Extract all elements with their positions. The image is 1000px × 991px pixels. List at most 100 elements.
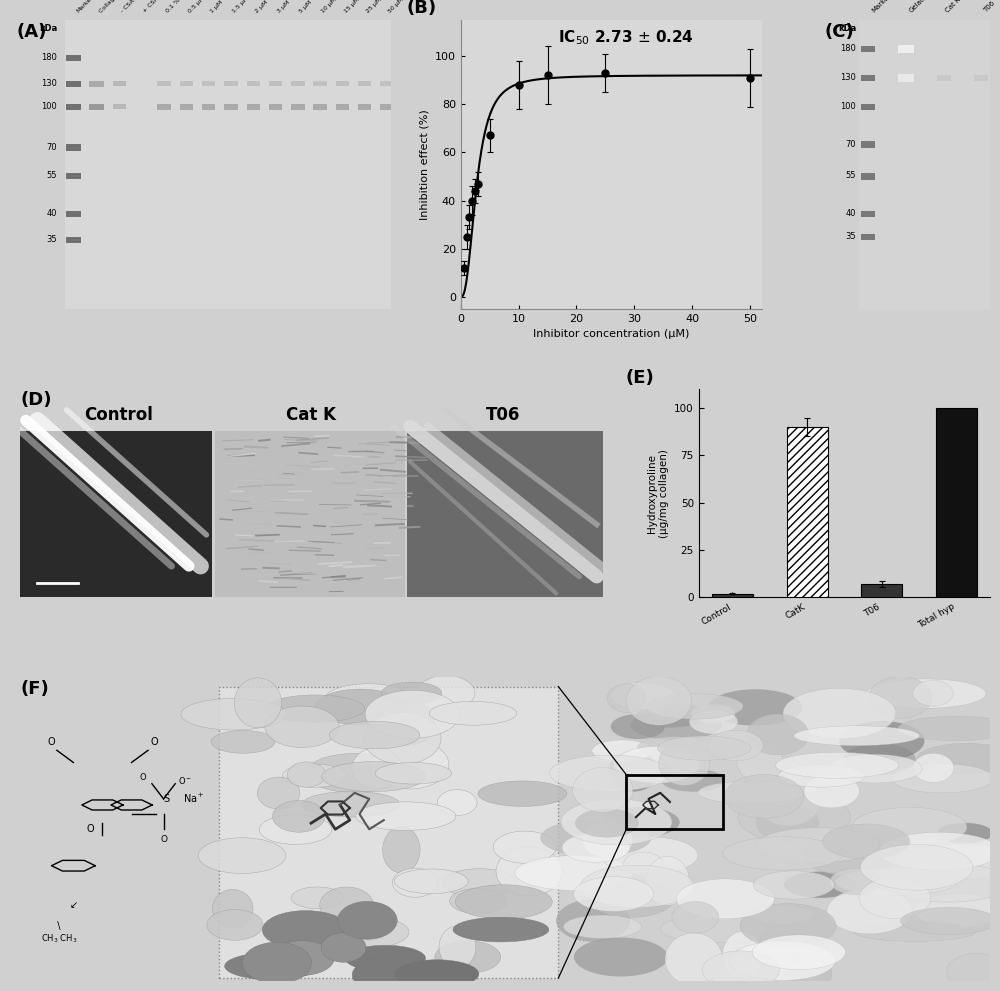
Bar — [336, 104, 349, 110]
Ellipse shape — [302, 792, 400, 817]
Ellipse shape — [891, 764, 993, 793]
Ellipse shape — [225, 952, 319, 980]
Bar — [407, 431, 603, 598]
Ellipse shape — [835, 868, 958, 895]
Ellipse shape — [371, 740, 449, 789]
Text: IC$_{50}$ 2.73 $\pm$ 0.24: IC$_{50}$ 2.73 $\pm$ 0.24 — [558, 29, 694, 48]
Text: kDa: kDa — [39, 24, 57, 33]
Bar — [861, 74, 875, 81]
Ellipse shape — [453, 918, 549, 941]
Ellipse shape — [659, 741, 710, 786]
Ellipse shape — [867, 679, 986, 709]
Ellipse shape — [365, 691, 460, 738]
Ellipse shape — [899, 844, 1000, 879]
Bar — [861, 104, 875, 110]
Bar — [202, 104, 215, 110]
Text: 1.5 μM: 1.5 μM — [232, 0, 250, 14]
Ellipse shape — [601, 836, 698, 874]
Ellipse shape — [730, 941, 835, 980]
Ellipse shape — [270, 940, 334, 975]
Bar — [269, 104, 282, 110]
Ellipse shape — [243, 942, 312, 983]
Ellipse shape — [689, 710, 738, 734]
Ellipse shape — [439, 926, 476, 968]
Bar — [157, 81, 171, 86]
Ellipse shape — [885, 863, 1000, 902]
Ellipse shape — [657, 736, 751, 760]
Ellipse shape — [725, 774, 804, 819]
Bar — [936, 408, 977, 598]
Bar — [358, 104, 371, 110]
Ellipse shape — [714, 943, 805, 968]
Text: \: \ — [51, 922, 67, 932]
Y-axis label: Inhibition effect (%): Inhibition effect (%) — [419, 109, 429, 220]
Text: O: O — [160, 835, 167, 844]
Ellipse shape — [626, 677, 692, 725]
Ellipse shape — [859, 878, 931, 919]
Text: 100: 100 — [41, 102, 57, 111]
Bar — [66, 173, 81, 179]
Ellipse shape — [785, 952, 832, 991]
Ellipse shape — [351, 911, 390, 940]
Ellipse shape — [450, 889, 507, 914]
Ellipse shape — [207, 910, 263, 940]
Bar — [291, 81, 305, 86]
Text: Cat K: Cat K — [945, 0, 962, 14]
Bar — [626, 775, 723, 829]
Ellipse shape — [705, 939, 824, 991]
Ellipse shape — [879, 832, 1000, 870]
Ellipse shape — [575, 809, 638, 837]
Ellipse shape — [265, 706, 339, 747]
Ellipse shape — [757, 827, 879, 862]
Text: 55: 55 — [47, 171, 57, 180]
Ellipse shape — [212, 890, 253, 928]
Ellipse shape — [843, 743, 916, 775]
Ellipse shape — [636, 704, 706, 727]
Ellipse shape — [776, 752, 899, 778]
Text: $\swarrow$: $\swarrow$ — [68, 900, 79, 910]
Ellipse shape — [712, 957, 766, 991]
Ellipse shape — [708, 690, 802, 725]
Text: T06: T06 — [982, 0, 996, 14]
Bar — [215, 431, 405, 598]
Bar — [380, 104, 394, 110]
Ellipse shape — [541, 820, 651, 856]
Bar — [202, 81, 215, 86]
Bar — [247, 104, 260, 110]
Text: 5 μM: 5 μM — [299, 0, 313, 14]
Ellipse shape — [917, 743, 1000, 774]
Ellipse shape — [783, 689, 896, 738]
Bar — [861, 46, 875, 53]
Text: S: S — [164, 794, 170, 804]
Bar — [66, 211, 81, 217]
Ellipse shape — [676, 879, 774, 919]
Ellipse shape — [913, 681, 953, 706]
Bar — [861, 142, 875, 148]
Bar — [358, 81, 371, 86]
Ellipse shape — [914, 894, 1000, 928]
Ellipse shape — [839, 721, 924, 761]
Ellipse shape — [352, 747, 402, 789]
Ellipse shape — [803, 835, 897, 875]
Bar — [180, 81, 193, 86]
Ellipse shape — [580, 865, 694, 908]
Text: 0.1 % DMSO: 0.1 % DMSO — [165, 0, 196, 14]
Ellipse shape — [266, 695, 365, 722]
Text: 25 μM: 25 μM — [365, 0, 383, 14]
Ellipse shape — [753, 871, 834, 899]
Ellipse shape — [394, 869, 468, 894]
Bar — [157, 104, 171, 110]
Ellipse shape — [329, 721, 420, 749]
Text: 70: 70 — [47, 143, 57, 152]
Text: Na$^+$: Na$^+$ — [183, 793, 205, 806]
Ellipse shape — [325, 684, 412, 715]
Ellipse shape — [738, 791, 851, 843]
Ellipse shape — [614, 746, 700, 783]
Ellipse shape — [607, 684, 647, 713]
Ellipse shape — [282, 764, 348, 787]
Ellipse shape — [322, 761, 426, 792]
Ellipse shape — [429, 702, 517, 725]
Ellipse shape — [320, 887, 374, 924]
Ellipse shape — [646, 856, 689, 905]
Text: 40: 40 — [47, 209, 57, 218]
